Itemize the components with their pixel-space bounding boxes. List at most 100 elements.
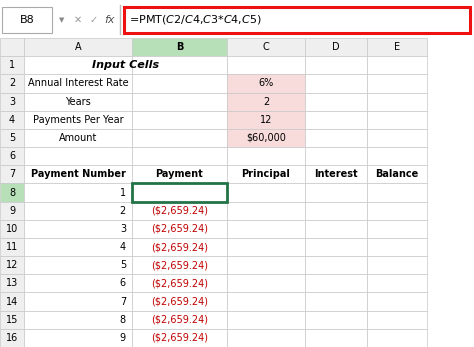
Bar <box>24 147 132 165</box>
Text: ($2,659.24): ($2,659.24) <box>151 206 208 216</box>
Text: ($2,659.24): ($2,659.24) <box>151 315 208 325</box>
Bar <box>227 329 305 347</box>
Text: 3: 3 <box>120 224 126 234</box>
Bar <box>367 56 427 74</box>
Text: 6: 6 <box>120 278 126 288</box>
Text: ($2,659.24): ($2,659.24) <box>151 242 208 252</box>
Text: 3: 3 <box>9 96 15 107</box>
Bar <box>132 293 227 311</box>
Text: Payments Per Year: Payments Per Year <box>33 115 123 125</box>
Text: 13: 13 <box>6 278 18 288</box>
Text: 5: 5 <box>9 133 15 143</box>
Bar <box>367 147 427 165</box>
Text: 4: 4 <box>120 242 126 252</box>
Bar <box>0 129 24 147</box>
Bar <box>132 256 227 274</box>
Bar <box>24 311 132 329</box>
Bar <box>227 165 305 184</box>
Text: 9: 9 <box>120 333 126 343</box>
Bar <box>367 165 427 184</box>
Text: ($2,659.24): ($2,659.24) <box>151 187 208 197</box>
Text: 9: 9 <box>9 206 15 216</box>
Bar <box>132 111 227 129</box>
Text: 5: 5 <box>120 260 126 270</box>
Bar <box>0 274 24 293</box>
Bar <box>227 147 305 165</box>
Text: ($2,659.24): ($2,659.24) <box>151 260 208 270</box>
Bar <box>132 93 227 111</box>
Bar <box>367 238 427 256</box>
Bar <box>305 238 367 256</box>
Bar <box>24 56 132 74</box>
Bar <box>132 184 227 202</box>
Bar <box>305 220 367 238</box>
Text: ($2,659.24): ($2,659.24) <box>151 333 208 343</box>
Bar <box>305 293 367 311</box>
Bar <box>305 74 367 93</box>
Bar <box>227 111 305 129</box>
Bar <box>367 311 427 329</box>
Text: 6%: 6% <box>258 78 273 88</box>
Bar <box>305 111 367 129</box>
Text: 12: 12 <box>260 115 272 125</box>
Text: 8: 8 <box>9 187 15 197</box>
Bar <box>305 56 367 74</box>
Bar <box>132 329 227 347</box>
Text: A: A <box>75 42 82 52</box>
Text: 2: 2 <box>120 206 126 216</box>
Bar <box>0 56 24 74</box>
Bar <box>227 293 305 311</box>
Text: Input Cells: Input Cells <box>92 60 159 70</box>
Text: 4: 4 <box>9 115 15 125</box>
Bar <box>0 74 24 93</box>
Bar <box>367 74 427 93</box>
Text: 2: 2 <box>9 78 15 88</box>
Bar <box>0 220 24 238</box>
Bar <box>24 256 132 274</box>
Bar <box>0 147 24 165</box>
Bar <box>0 202 24 220</box>
Bar <box>0 329 24 347</box>
Bar <box>227 220 305 238</box>
Text: Interest: Interest <box>314 169 358 179</box>
Bar <box>305 93 367 111</box>
Text: 8: 8 <box>120 315 126 325</box>
Bar <box>132 56 227 74</box>
Bar <box>24 38 132 56</box>
Bar <box>367 93 427 111</box>
Text: 7: 7 <box>120 297 126 306</box>
Text: 10: 10 <box>6 224 18 234</box>
Text: 1: 1 <box>120 187 126 197</box>
Text: ✓: ✓ <box>90 15 98 25</box>
Bar <box>305 129 367 147</box>
Bar <box>0 293 24 311</box>
Bar <box>227 202 305 220</box>
Text: 14: 14 <box>6 297 18 306</box>
Bar <box>24 165 132 184</box>
Bar <box>0 111 24 129</box>
Bar <box>367 293 427 311</box>
Text: Payment: Payment <box>155 169 203 179</box>
Bar <box>2 7 52 33</box>
Bar <box>227 311 305 329</box>
Bar <box>367 220 427 238</box>
Text: Amount: Amount <box>59 133 97 143</box>
Bar <box>227 274 305 293</box>
Text: 6: 6 <box>9 151 15 161</box>
Bar <box>132 165 227 184</box>
Text: 1: 1 <box>9 60 15 70</box>
Text: ($2,659.24): ($2,659.24) <box>151 278 208 288</box>
Text: C: C <box>263 42 269 52</box>
Bar <box>305 184 367 202</box>
Bar <box>305 38 367 56</box>
Bar <box>132 184 227 202</box>
Bar <box>24 184 132 202</box>
Text: 12: 12 <box>6 260 18 270</box>
Text: ✕: ✕ <box>74 15 82 25</box>
Text: Balance: Balance <box>375 169 419 179</box>
Bar <box>0 165 24 184</box>
Bar <box>305 256 367 274</box>
Bar <box>24 129 132 147</box>
Bar <box>367 111 427 129</box>
Bar <box>24 293 132 311</box>
